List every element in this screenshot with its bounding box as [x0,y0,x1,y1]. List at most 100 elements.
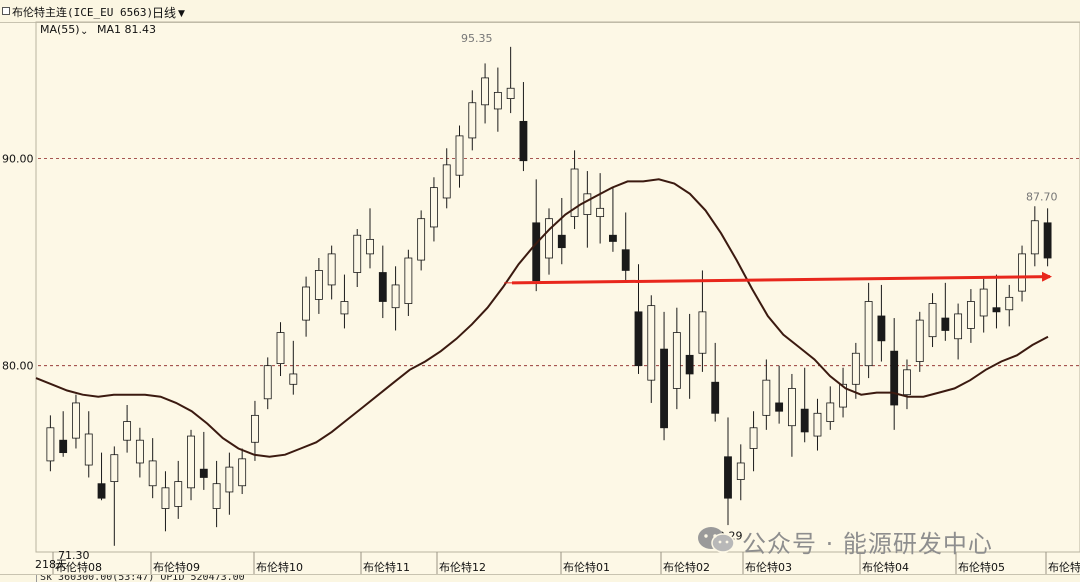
candle [954,303,963,360]
candle [417,210,426,271]
candle-body-up [276,332,285,365]
candle-body-up [493,91,502,110]
candle [685,313,694,399]
candle-body-up [430,187,438,228]
candle [839,367,847,418]
candle-body-up [468,102,477,139]
candle-body-up [1005,296,1014,311]
candle-body-down [609,234,617,242]
candle [851,342,860,399]
chevron-down-icon: ⌄ [80,26,88,37]
candle [877,284,886,362]
candle [455,125,464,188]
candle-body-up [954,313,963,340]
candle-body-down [519,120,528,162]
target-arrow [511,271,1052,285]
y-axis-labels: 90.00 80.00 [2,153,34,373]
candle-body-up [1018,253,1026,292]
candle-body-up [915,319,924,362]
chevron-down-icon: ▼ [178,9,185,19]
candle-body-down [724,456,732,499]
candle-body-up [545,218,553,259]
candle [979,278,988,333]
candle [621,212,630,281]
candle-body-up [647,305,656,381]
candle [366,208,374,269]
candle-body-up [251,414,259,443]
days-label: 218天 [35,558,67,571]
candle-body-down [557,234,566,249]
candle [698,270,707,372]
candle-body-up [698,311,707,354]
period-label: 日线 [152,6,177,20]
candle [430,177,438,242]
candle-body-up [46,427,55,462]
x-tick-label: 布伦特09 [153,560,200,574]
candle [532,179,541,292]
candle-body-up [148,460,157,487]
plot-frame [35,21,1080,553]
candle [660,311,668,441]
x-tick-label: 布伦特12 [439,560,486,574]
candle [353,229,362,287]
candle [251,400,259,461]
candle-body-up [391,284,400,309]
candle [46,415,55,472]
candle-body-down [685,354,694,375]
candle-body-down [199,468,208,478]
status-divider [36,575,37,582]
candle-body-up [174,481,183,507]
candle [749,411,758,472]
candle [84,411,93,478]
wechat-icon [698,527,735,553]
candle-body-up [851,352,860,385]
menu-icon[interactable] [2,7,10,15]
indicator-legend[interactable]: MA(55) ⌄ MA1 81.43 [40,23,156,37]
candle-body-up [123,421,132,441]
arrow-layer [504,271,1052,285]
candle-body-down [660,348,668,429]
candle [378,245,387,319]
candle [302,276,311,337]
candle [110,446,119,546]
candle [1018,245,1026,302]
candle [775,365,784,424]
candle-body-up [1030,220,1039,255]
x-tick-label: 布伦特02 [663,560,710,574]
grid-lines [38,158,1080,367]
candle-body-down [890,350,899,406]
candle-body-up [404,257,413,304]
candle-body-up [340,301,349,315]
candle-body-up [135,439,144,464]
candle [187,429,195,501]
candle [327,245,336,300]
candle [787,373,796,457]
candle [890,318,899,430]
candle [59,411,68,457]
candle [314,258,323,314]
candle [506,46,515,114]
candle [915,311,924,372]
candle-body-up [672,332,681,389]
candle [928,293,937,348]
candle [442,148,451,209]
candle [148,438,157,499]
status-strip: Sk 360300.00(53:47) OPID 520473.00 [0,574,1080,582]
x-tick-label: 布伦特03 [745,560,792,574]
candle [941,282,950,341]
x-tick-label: 布伦特05 [958,560,1005,574]
ma-line-layer [35,178,1049,458]
candle [123,405,132,453]
candle [711,342,720,422]
price-annotation: 87.70 [1026,190,1058,203]
candle-body-up [864,301,873,367]
period-selector[interactable]: 日线 ▼ [152,4,185,21]
candle [813,398,822,451]
candle-body-up [110,454,119,483]
candle [736,444,745,501]
candle-body-up [813,412,822,437]
candle-body-down [1043,222,1052,259]
candle [1043,208,1052,267]
candle [903,359,911,410]
symbol-title[interactable]: 布伦特主连(ICE_EU 6563) [12,6,154,19]
